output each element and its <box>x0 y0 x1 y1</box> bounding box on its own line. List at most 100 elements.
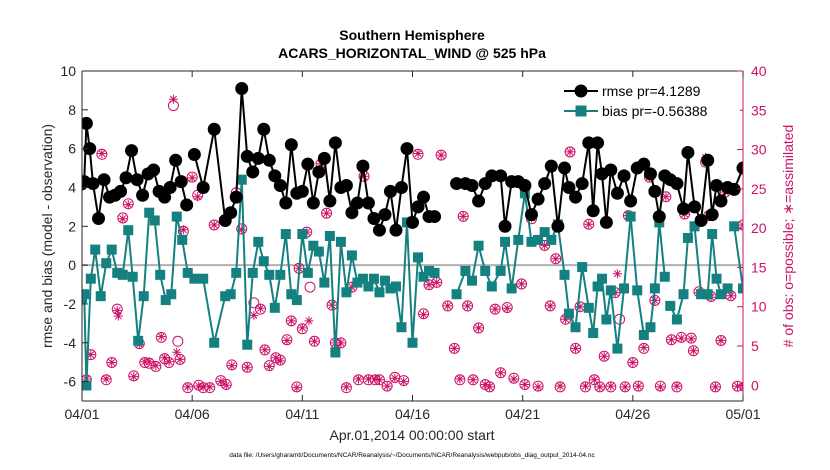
rmse-point <box>494 169 508 183</box>
rmse-point <box>569 190 583 204</box>
y-tick-label-right: 5 <box>751 338 759 354</box>
bias-point <box>649 283 660 294</box>
obs-assimilated-marker <box>551 254 561 264</box>
bias-point <box>247 267 258 278</box>
rmse-point <box>224 206 238 220</box>
rmse-point <box>531 192 545 206</box>
bias-point <box>605 285 616 296</box>
obs-assimilated-marker <box>193 192 203 202</box>
legend-bias-label: bias pr=-0.56388 <box>602 103 708 119</box>
rmse-point <box>648 184 662 198</box>
obs-assimilated-marker <box>160 353 170 363</box>
bias-point <box>127 271 138 282</box>
obs-possible-marker <box>594 381 606 393</box>
bias-point <box>258 256 269 267</box>
rmse-point <box>147 163 161 177</box>
rmse-point <box>361 196 375 210</box>
obs-assimilated-marker <box>304 316 314 326</box>
obs-assimilated-marker <box>620 382 630 392</box>
bias-point <box>665 300 676 311</box>
y-tick-label-right: 20 <box>751 220 767 236</box>
obs-possible-marker <box>619 381 631 393</box>
obs-assimilated-marker <box>571 343 581 353</box>
obs-assimilated-marker <box>628 358 638 367</box>
obs-possible-marker <box>304 281 316 293</box>
obs-possible-marker <box>467 374 479 386</box>
bias-point <box>702 289 713 300</box>
bias-line <box>733 226 743 289</box>
bias-point <box>682 232 693 243</box>
bias-point <box>341 287 352 298</box>
obs-possible-marker <box>435 149 447 161</box>
bias-point <box>612 343 623 354</box>
obs-assimilated-marker <box>309 336 319 346</box>
obs-assimilated-marker <box>676 333 686 343</box>
bias-point <box>171 211 182 222</box>
obs-assimilated-marker <box>255 303 265 313</box>
y-tick-label-left: 6 <box>68 141 76 157</box>
rmse-point <box>136 188 150 202</box>
bias-point <box>346 250 357 261</box>
obs-possible-marker <box>321 207 333 219</box>
rmse-point <box>372 223 386 237</box>
obs-assimilated-marker <box>419 310 429 320</box>
obs-assimilated-marker <box>490 304 500 314</box>
legend-rmse-marker <box>574 84 588 98</box>
bias-point <box>407 337 418 348</box>
rmse-point <box>114 184 128 198</box>
obs-assimilated-marker <box>584 219 594 229</box>
rmse-point <box>356 159 370 173</box>
obs-assimilated-marker <box>354 374 364 384</box>
bias-point <box>689 221 700 232</box>
obs-assimilated-marker <box>650 295 660 305</box>
obs-assimilated-marker <box>374 375 384 385</box>
rmse-point <box>268 169 282 183</box>
obs-assimilated-marker <box>363 374 373 384</box>
bias-point <box>473 240 484 251</box>
obs-possible-marker <box>489 303 501 315</box>
obs-assimilated-marker <box>297 323 307 333</box>
obs-assimilated-marker <box>533 382 543 392</box>
rmse-point <box>465 179 479 193</box>
rmse-point <box>383 184 397 198</box>
y-axis-label-left: rmse and bias (model - observation) <box>39 124 55 348</box>
rmse-point <box>279 196 293 210</box>
obs-assimilated-marker <box>336 338 346 348</box>
obs-assimilated-marker <box>286 316 296 326</box>
obs-assimilated-marker <box>436 150 446 160</box>
obs-assimilated-marker <box>194 381 204 391</box>
bias-point <box>363 281 374 292</box>
obs-assimilated-marker <box>118 214 128 224</box>
obs-assimilated-marker <box>107 358 117 367</box>
bias-point <box>117 269 128 280</box>
bias-point <box>696 289 707 300</box>
x-tick-label: 04/26 <box>615 406 650 422</box>
rmse-point <box>169 153 183 167</box>
bias-point <box>711 273 722 284</box>
obs-assimilated-marker <box>686 334 696 344</box>
obs-assimilated-marker <box>97 149 107 158</box>
obs-assimilated-marker <box>561 314 571 324</box>
bias-point <box>563 308 574 319</box>
obs-assimilated-marker <box>156 332 166 342</box>
obs-assimilated-marker <box>606 381 616 391</box>
obs-possible-marker <box>208 219 220 231</box>
bias-point <box>390 281 401 292</box>
obs-assimilated-marker <box>485 382 495 392</box>
y-tick-label-left: 8 <box>68 102 76 118</box>
bias-point <box>632 285 643 296</box>
bias-point <box>324 231 335 241</box>
bias-point <box>155 269 166 280</box>
obs-assimilated-marker <box>237 225 247 235</box>
bias-point <box>715 289 726 300</box>
obs-possible-marker <box>241 361 253 373</box>
bias-point <box>396 322 407 333</box>
rmse-point <box>246 165 260 179</box>
data-file-footer: data file: /Users/gharamti/Documents/NCA… <box>229 452 595 459</box>
obs-assimilated-marker <box>209 220 219 230</box>
x-tick-label: 04/01 <box>64 406 99 422</box>
bias-point <box>707 229 718 240</box>
rmse-point <box>524 208 538 222</box>
obs-possible-marker <box>627 357 639 368</box>
x-tick-label: 04/16 <box>395 406 430 422</box>
